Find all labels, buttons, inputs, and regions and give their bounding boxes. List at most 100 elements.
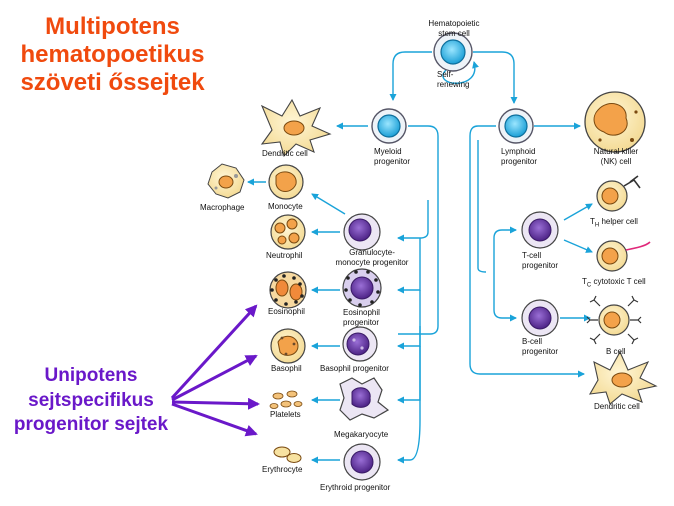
b-cell-progenitor-label-line-2: progenitor <box>522 346 559 356</box>
myeloid-progenitor-cell <box>371 108 407 144</box>
purple-arrow-to-eosinophil <box>170 304 258 400</box>
lymphoid-branch-line <box>469 125 585 378</box>
t-cell-progenitor-label-line-2: progenitor <box>522 260 559 270</box>
basophil-progenitor-cell <box>342 326 378 362</box>
nk-cell-label-line-2: (NK) cell <box>600 156 632 166</box>
t-cell-progenitor-cell <box>521 211 559 249</box>
dendritic-cell-top-label: Dendritic cell <box>262 149 308 158</box>
megakaryocyte-label: Megakaryocyte <box>334 430 389 439</box>
b-cell-progenitor-label: B-cell progenitor <box>522 337 558 356</box>
self-renewing-label-line-2: renewing <box>437 79 470 89</box>
gm-progenitor-cell <box>343 213 381 251</box>
arrow-to-gm-progenitor <box>397 200 429 242</box>
th-helper-cell <box>596 175 641 212</box>
megakaryocyte-cell <box>339 377 390 421</box>
arrow-myeloid-to-gm-progenitor <box>338 172 438 200</box>
lymphoid-progenitor-label: Lymphoid progenitor <box>501 147 537 166</box>
nk-cell-label: Natural killer (NK) cell <box>584 147 648 166</box>
purple-arrow-to-erythrocyte <box>171 402 258 437</box>
erythroid-progenitor-label: Erythroid progenitor <box>320 483 391 492</box>
b-cell <box>586 295 642 345</box>
dendritic-cell-top <box>260 98 332 158</box>
self-renewing-label-line-1: Self- <box>437 70 454 79</box>
arrow-stem-to-lymphoid <box>473 51 518 104</box>
gm-progenitor-label-line-2: monocyte progenitor <box>335 257 409 267</box>
purple-arrow-to-platelets <box>171 397 260 410</box>
tc-label-sub: C <box>586 282 592 289</box>
multipotent-heading-line-3: szöveti őssejtek <box>20 69 205 97</box>
unipotent-heading: Unipotens sejtspecifikus progenitor sejt… <box>0 364 182 438</box>
eosinophil-progenitor-label: Eosinophil progenitor <box>343 308 380 327</box>
arrow-stem-to-myeloid <box>389 51 432 101</box>
arrow-t-to-tc <box>563 239 593 253</box>
lymphoid-progenitor-label-line-2: progenitor <box>501 156 538 166</box>
eosinophil-cell <box>269 271 307 309</box>
macrophage-cell <box>207 163 245 199</box>
gm-progenitor-label-line-1: Granulocyte- <box>349 248 395 257</box>
lymphoid-progenitor-label-line-1: Lymphoid <box>501 147 536 156</box>
tc-label-prefix: T <box>582 277 587 286</box>
eosinophil-label: Eosinophil <box>268 307 305 316</box>
unipotent-heading-line-3: progenitor sejtek <box>13 414 169 436</box>
monocyte-label: Monocyte <box>268 202 303 211</box>
eosinophil-progenitor-cell <box>342 268 382 308</box>
myeloid-progenitor-label: Myeloid progenitor <box>374 147 410 166</box>
unipotent-arrows <box>170 304 260 437</box>
erythroid-progenitor-cell <box>343 443 381 481</box>
stem-cell-label-line-1: Hematopoietic <box>428 19 480 28</box>
t-cell-progenitor-label-line-1: T-cell <box>522 251 542 260</box>
t-cell-progenitor-label: T-cell progenitor <box>522 251 558 270</box>
lymphoid-progenitor-cell <box>498 108 534 144</box>
basophil-progenitor-label: Basophil progenitor <box>320 364 389 373</box>
b-cell-progenitor-label-line-1: B-cell <box>522 337 543 346</box>
arrow-gm-to-monocyte <box>311 193 346 215</box>
monocyte-cell <box>268 164 304 200</box>
myeloid-progenitor-label-line-2: progenitor <box>374 156 411 166</box>
macrophage-label: Macrophage <box>200 203 245 212</box>
stem-cell-label-line-2: stem cell <box>438 28 470 38</box>
arrow-to-b-progenitor <box>493 272 517 322</box>
platelets-cells <box>269 390 303 409</box>
tc-cytotoxic-label: TC cytotoxic T cell <box>582 277 646 290</box>
arrow-to-t-progenitor <box>493 226 517 272</box>
dendritic-cell-bottom <box>588 350 658 405</box>
arrow-t-to-th <box>563 203 593 221</box>
arrow-to-megakaryocyte <box>397 346 421 404</box>
basophil-label: Basophil <box>271 364 302 373</box>
neutrophil-label: Neutrophil <box>266 251 303 260</box>
th-helper-label-prefix: T <box>590 217 595 226</box>
multipotent-heading-line-2: hematopoetikus <box>20 41 205 69</box>
self-renewing-loop <box>442 61 479 84</box>
neutrophil-cell <box>270 214 306 250</box>
dendritic-cell-bottom-label: Dendritic cell <box>594 402 640 411</box>
myeloid-progenitor-label-line-1: Myeloid <box>374 147 402 156</box>
arrow-lymphoid-to-t-progenitor <box>477 140 487 273</box>
unipotent-heading-line-1: Unipotens <box>44 365 138 386</box>
nk-cell <box>584 91 646 153</box>
th-helper-label-sub: H <box>594 222 600 229</box>
self-renewing-label: Self- renewing <box>437 70 469 89</box>
th-helper-label: TH helper cell <box>590 217 638 230</box>
stem-cell <box>433 32 473 72</box>
unipotent-heading-line-2: sejtspecifikus <box>28 389 154 411</box>
eosinophil-progenitor-label-line-1: Eosinophil <box>343 308 380 317</box>
b-cell-progenitor-cell <box>521 299 559 337</box>
eosinophil-progenitor-label-line-2: progenitor <box>343 317 380 327</box>
basophil-cell <box>270 328 306 364</box>
stem-cell-label: Hematopoietic stem cell <box>414 19 494 38</box>
lineage-arrows <box>247 51 593 464</box>
gm-progenitor-label: Granulocyte- monocyte progenitor <box>326 248 418 267</box>
th-helper-label-suffix: helper cell <box>599 217 638 226</box>
erythrocyte-label: Erythrocyte <box>262 465 303 474</box>
arrow-to-basophil-progenitor <box>397 290 421 350</box>
purple-arrow-to-basophil <box>171 354 258 402</box>
multipotent-heading-line-1: Multipotens <box>45 13 180 40</box>
myeloid-branch-line <box>398 125 439 335</box>
tc-label-suffix: cytotoxic T cell <box>591 277 646 286</box>
b-cell-label: B cell <box>606 347 626 356</box>
tc-cytotoxic-cell <box>596 240 651 272</box>
arrow-to-erythroid <box>397 326 421 464</box>
platelets-label: Platelets <box>270 410 301 419</box>
